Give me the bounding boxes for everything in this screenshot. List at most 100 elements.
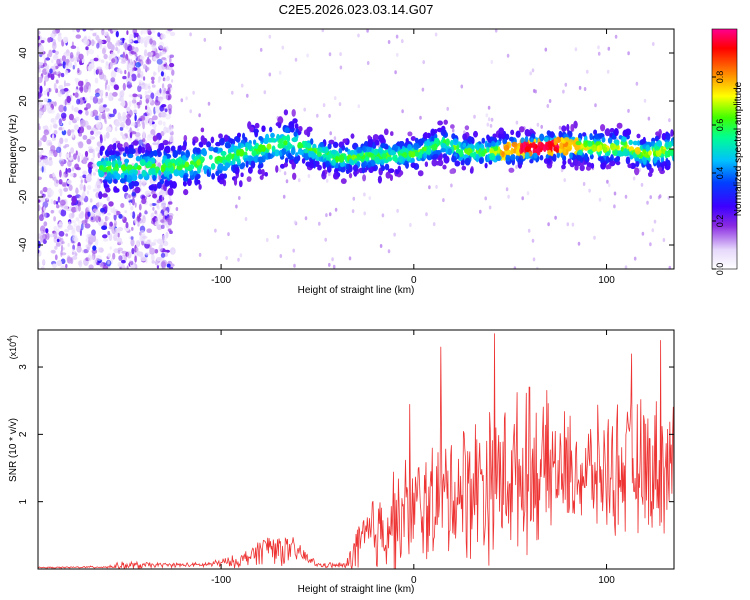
spectrogram-cell	[183, 135, 188, 142]
spectrogram-cell	[649, 167, 654, 174]
spectrogram-cell	[588, 188, 591, 193]
spectrogram-cell	[108, 93, 113, 102]
spectrogram-cell	[117, 232, 120, 238]
spectrogram-cell	[133, 109, 138, 114]
spectrogram-cell	[115, 46, 118, 52]
colorbar: 0.00.20.40.60.8 Normalized spectral ampl…	[711, 28, 744, 275]
spectrogram-cell	[586, 162, 592, 168]
spectrogram-cell	[524, 136, 529, 143]
spectrogram-cell	[421, 87, 425, 92]
spectrogram-cell	[67, 242, 70, 247]
spectrogram-cell	[583, 141, 588, 148]
spectrogram-cell	[257, 156, 264, 163]
spectrogram-cell	[604, 151, 611, 157]
spectrogram-cell	[148, 85, 151, 90]
spectrogram-cell	[130, 122, 136, 127]
x-tick-label: 0	[411, 275, 417, 286]
spectrogram-cell	[159, 51, 162, 57]
spectrogram-cell	[47, 72, 50, 79]
spectrogram-cell	[286, 134, 291, 143]
spectrogram-cell	[487, 105, 491, 110]
spectrogram-cell	[566, 222, 570, 227]
spectrogram-cell	[609, 160, 616, 167]
spectrogram-cell	[83, 39, 90, 46]
spectrogram-cell	[112, 206, 116, 212]
spectrogram-cell	[68, 113, 74, 121]
spectrogram-cell	[80, 223, 84, 231]
spectrogram-cell	[357, 33, 360, 38]
spectrogram-cell	[115, 210, 121, 216]
spectrogram-cell	[126, 106, 131, 112]
spectrogram-cell	[333, 141, 339, 148]
spectrogram-cell	[442, 198, 445, 203]
spectrogram-cell	[515, 164, 518, 169]
spectrogram-cell	[169, 62, 175, 68]
spectrogram-cell	[160, 252, 166, 258]
spectrogram-cell	[303, 148, 308, 154]
spectrogram-cell	[192, 90, 195, 95]
spectrogram-cell	[41, 266, 45, 269]
spectrogram-cell	[586, 165, 591, 171]
spectrogram-cell	[38, 91, 42, 99]
spectrogram-cell	[110, 52, 115, 56]
spectrogram-cell	[563, 146, 567, 154]
spectrogram-cell	[94, 128, 99, 137]
spectrogram-cell	[63, 87, 69, 92]
spectrogram-cell	[657, 195, 661, 200]
spectrogram-cell	[634, 167, 640, 176]
spectrogram-cell	[157, 32, 161, 37]
spectrogram-cell	[335, 155, 340, 163]
spectrogram-cell	[160, 130, 165, 137]
spectrogram-cell	[39, 85, 43, 94]
spectrogram-cell	[157, 96, 164, 102]
spectrogram-cell	[427, 149, 431, 156]
spectrogram-cell	[475, 154, 480, 163]
spectrogram-cell	[38, 199, 41, 203]
spectrogram-cell	[553, 147, 559, 152]
spectrogram-cell	[184, 161, 190, 168]
spectrogram-cell	[152, 193, 158, 199]
spectrogram-cell	[173, 169, 180, 177]
spectrogram-cell	[432, 222, 436, 227]
y-tick-label: -20	[18, 189, 29, 204]
spectrogram-cell	[68, 120, 72, 126]
spectrogram-cell	[102, 160, 106, 166]
spectrogram-cell	[153, 71, 156, 77]
spectrogram-cell	[239, 253, 243, 258]
spectrogram-cell	[396, 52, 399, 57]
spectrogram-cell	[71, 206, 77, 213]
spectrogram-cell	[68, 184, 73, 191]
spectrogram-cell	[104, 82, 107, 90]
spectrogram-cell	[160, 261, 166, 268]
spectrogram-cell	[220, 151, 227, 156]
spectrogram-cell	[140, 70, 144, 79]
spectrogram-cell	[524, 146, 531, 153]
spectrogram-cell	[584, 153, 588, 161]
spectrogram-cell	[600, 162, 606, 170]
spectrogram-cell	[96, 255, 102, 261]
spectrogram-cell	[526, 191, 530, 196]
spectrogram-cell	[649, 242, 652, 247]
spectrogram-cell	[218, 147, 223, 153]
spectrogram-cell	[409, 223, 412, 227]
spectrogram-cell	[506, 53, 510, 58]
spectrogram-cell	[90, 157, 95, 163]
spectrogram-cell	[207, 101, 211, 106]
spectrogram-cell	[84, 223, 91, 229]
spectrogram-cell	[121, 259, 126, 264]
spectrogram-cell	[49, 174, 53, 179]
spectrogram-cell	[88, 85, 92, 93]
spectrogram-cell	[218, 133, 223, 139]
spectrogram-cell	[408, 150, 413, 157]
spectrogram-cell	[537, 141, 544, 149]
spectrogram-cell	[233, 177, 238, 186]
spectrogram-cell	[646, 200, 649, 205]
spectrogram-cell	[58, 127, 63, 131]
spectrogram-cell	[539, 155, 544, 161]
spectrogram-cell	[179, 157, 183, 165]
spectrogram-cell	[265, 133, 270, 142]
spectrogram-cell	[67, 256, 72, 264]
spectrogram-cell	[158, 169, 162, 176]
spectrogram-cell	[338, 102, 342, 107]
